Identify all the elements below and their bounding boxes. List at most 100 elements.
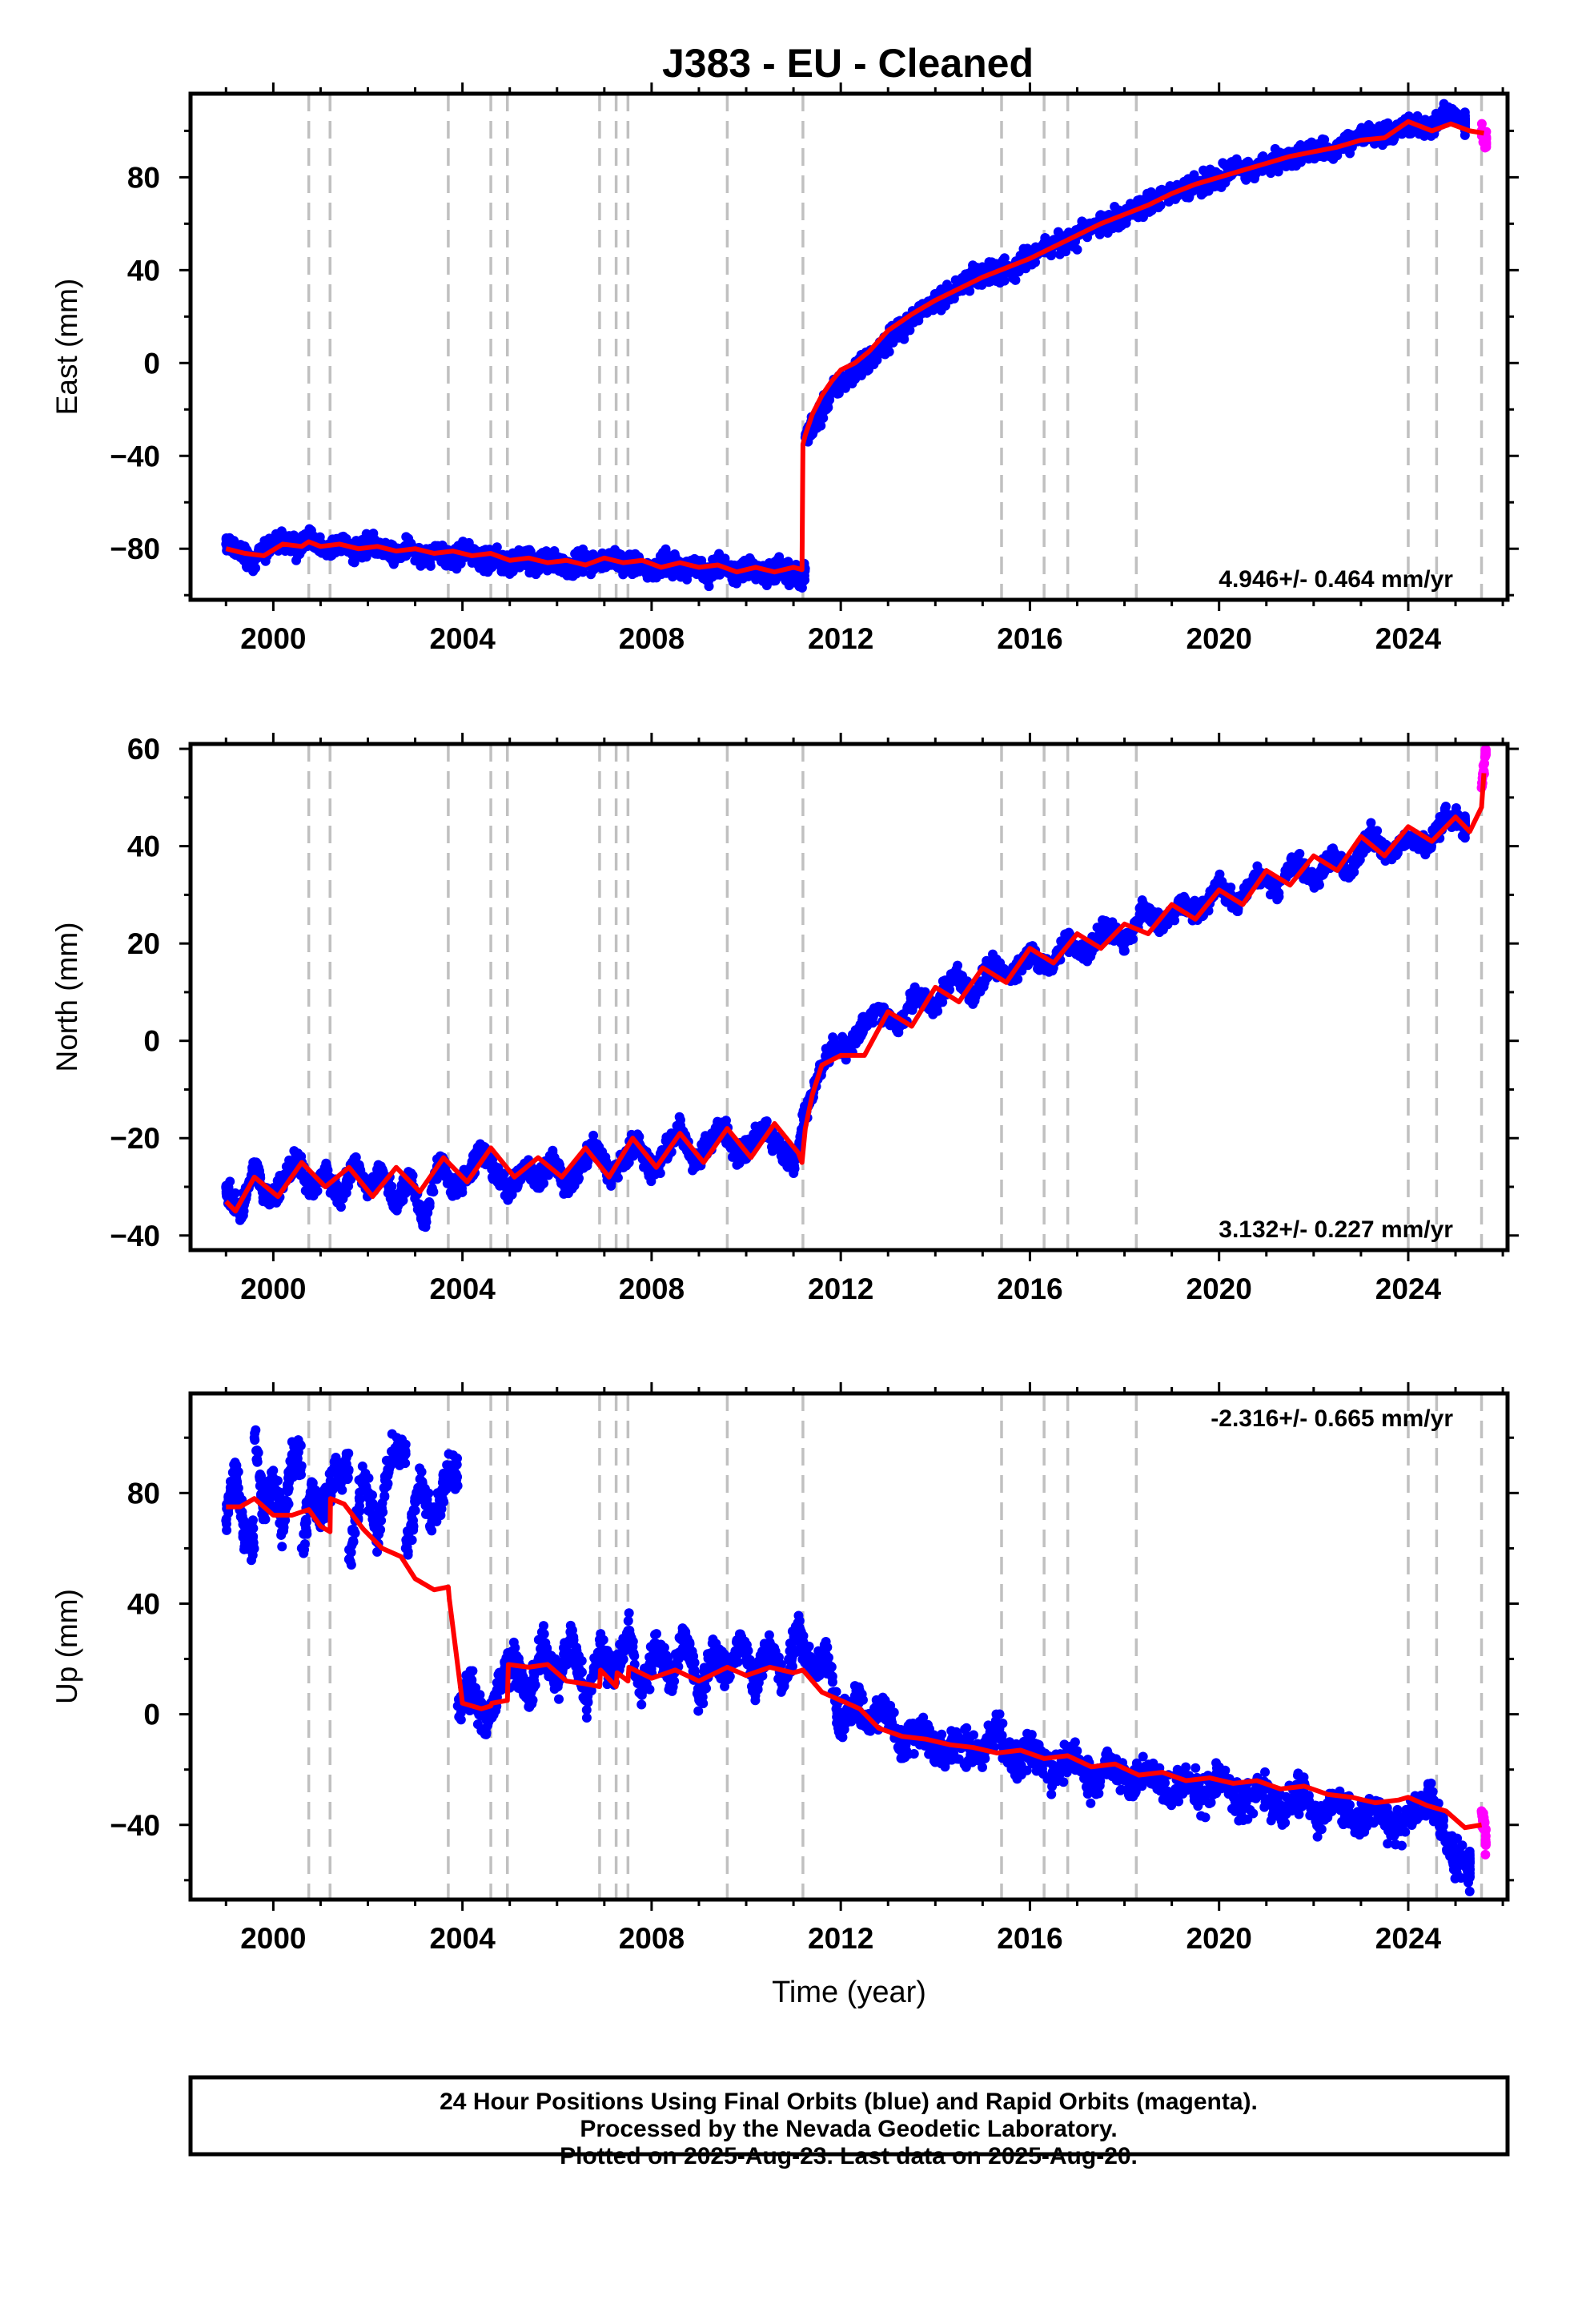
final-orbit-point: [934, 287, 945, 297]
model-line: [225, 119, 1484, 575]
final-orbit-point: [675, 1124, 685, 1134]
final-orbit-point: [561, 565, 572, 575]
final-orbit-point: [432, 1174, 442, 1184]
final-orbit-point: [1141, 193, 1151, 203]
final-orbit-point: [561, 1182, 572, 1192]
final-orbit-point: [987, 949, 998, 959]
x-tick-label: 2020: [1186, 622, 1252, 655]
y-tick-label: −40: [110, 440, 160, 472]
final-orbit-point: [366, 531, 376, 541]
final-orbit-point: [949, 967, 959, 978]
final-orbit-point: [427, 1183, 437, 1193]
east-panel: 2000 2004 2008 2012 2016 2020 2024−80−4004080E…: [50, 82, 1519, 655]
final-orbit-point: [1366, 123, 1376, 133]
x-tick-label: 2004: [429, 622, 496, 655]
final-orbit-point: [1460, 130, 1470, 140]
final-orbit-point: [861, 1016, 872, 1027]
final-orbit-point: [1033, 963, 1043, 974]
final-orbit-point: [299, 1176, 309, 1186]
final-orbit-point: [774, 1143, 785, 1153]
final-orbit-point: [420, 1220, 430, 1231]
final-orbit-point: [1119, 939, 1130, 949]
final-orbit-point: [283, 1163, 293, 1173]
final-orbit-point: [899, 334, 909, 344]
final-orbit-point: [893, 1021, 903, 1031]
final-orbit-point: [784, 1146, 794, 1156]
final-orbit-point: [1119, 946, 1130, 956]
final-orbit-point: [1273, 167, 1283, 177]
final-orbit-point: [1082, 948, 1092, 959]
final-orbit-point: [524, 568, 535, 578]
final-orbit-point: [1082, 956, 1093, 967]
final-orbit-point: [703, 569, 713, 580]
final-orbit-point: [1082, 232, 1093, 243]
final-orbit-point: [911, 987, 921, 997]
final-orbit-point: [456, 1184, 467, 1194]
final-orbit-point: [841, 372, 851, 382]
final-orbit-point: [812, 413, 822, 424]
final-orbit-point: [873, 348, 884, 359]
final-orbit-point: [554, 565, 564, 576]
final-orbit-point: [335, 1196, 345, 1207]
final-orbit-point: [675, 565, 685, 575]
final-orbit-point: [456, 558, 466, 569]
final-orbit-point: [422, 1205, 432, 1216]
final-orbit-point: [598, 1155, 608, 1165]
final-orbit-point: [569, 1180, 580, 1191]
final-orbit-point: [1063, 227, 1074, 238]
final-orbit-point: [973, 983, 983, 994]
final-orbit-point: [391, 1201, 401, 1212]
final-orbit-point: [1273, 147, 1283, 158]
final-orbit-point: [320, 1167, 331, 1177]
final-orbit-point: [1201, 167, 1211, 177]
y-tick-label: 40: [127, 254, 160, 287]
final-orbit-point: [789, 572, 799, 582]
final-orbit-point: [776, 1151, 786, 1161]
final-orbit-point: [593, 1147, 604, 1157]
y-tick-label: 0: [143, 347, 160, 380]
final-orbit-point: [1405, 125, 1415, 135]
x-tick-label: 2000: [240, 622, 306, 655]
rapid-orbit-point: [1481, 137, 1492, 147]
final-orbit-point: [766, 1142, 777, 1152]
rapid-orbits-series: [1476, 119, 1492, 153]
final-orbit-point: [548, 1145, 558, 1156]
axes-frame: [188, 91, 1510, 602]
plot-area: [221, 744, 1491, 1250]
final-orbit-point: [1030, 242, 1041, 252]
final-orbit-point: [661, 555, 671, 565]
final-orbit-point: [576, 1162, 586, 1172]
x-tick-label: 2024: [1375, 622, 1442, 655]
final-orbit-point: [761, 1116, 772, 1127]
final-orbit-point: [873, 1002, 884, 1012]
x-tick-label: 2012: [808, 622, 873, 655]
final-orbit-point: [1061, 247, 1071, 257]
final-orbit-point: [490, 1167, 500, 1177]
final-orbit-point: [385, 1193, 396, 1204]
final-orbit-point: [1441, 110, 1452, 120]
final-orbit-point: [278, 534, 288, 545]
final-orbit-point: [1044, 963, 1054, 973]
final-orbit-point: [476, 1143, 487, 1153]
final-orbit-point: [448, 555, 458, 565]
final-orbit-point: [492, 542, 502, 553]
final-orbit-point: [420, 553, 430, 563]
final-orbit-point: [291, 1152, 302, 1163]
final-orbit-point: [789, 1162, 799, 1172]
final-orbit-point: [898, 1009, 909, 1019]
final-orbit-point: [1123, 928, 1134, 939]
rapid-orbit-point: [1476, 119, 1487, 129]
final-orbit-point: [1224, 159, 1235, 169]
final-orbit-point: [533, 1176, 544, 1187]
final-orbit-point: [930, 1002, 941, 1012]
final-orbit-point: [249, 1162, 259, 1172]
final-orbit-point: [732, 572, 742, 582]
final-orbit-point: [348, 549, 359, 559]
final-orbit-point: [342, 1176, 352, 1187]
final-orbit-point: [377, 1167, 387, 1177]
final-orbit-point: [325, 1188, 335, 1198]
final-orbit-point: [661, 1136, 671, 1146]
final-orbit-point: [847, 1039, 857, 1050]
final-orbit-point: [221, 539, 231, 549]
chart-title: J383 - EU - Cleaned: [662, 41, 1034, 86]
